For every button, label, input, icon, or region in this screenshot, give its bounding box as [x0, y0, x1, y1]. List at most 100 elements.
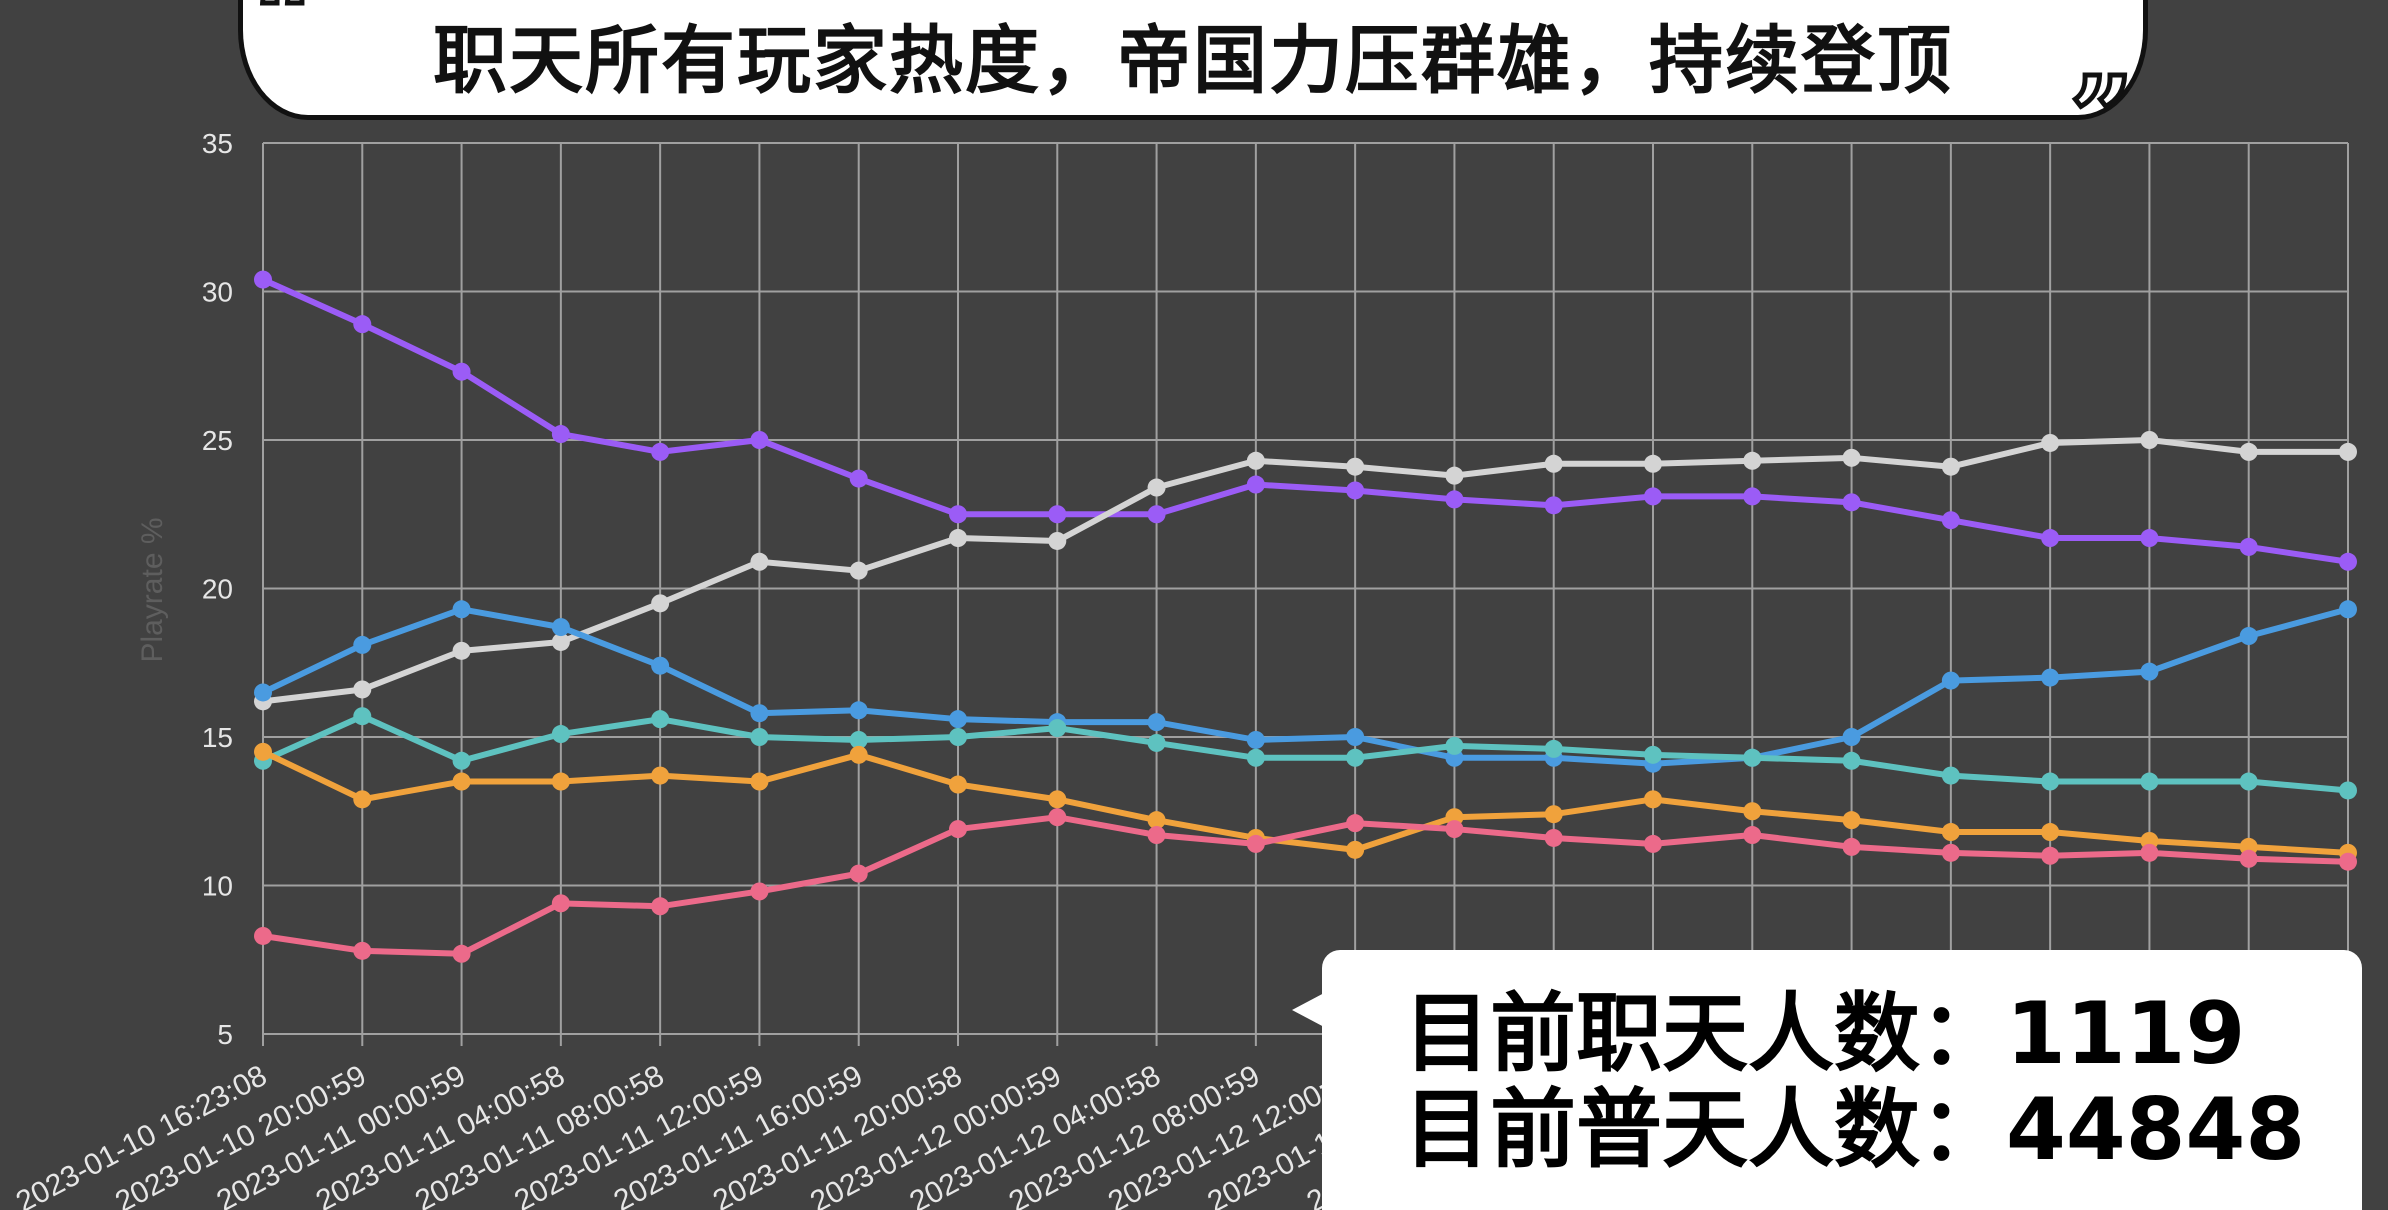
y-tick-label: 30	[202, 277, 233, 308]
series-1-point	[2140, 529, 2159, 548]
series-2-point	[2041, 433, 2060, 452]
series-6-point	[254, 926, 272, 945]
series-4-point	[452, 751, 471, 770]
series-1-point	[452, 362, 471, 381]
info-box-pointer	[1292, 992, 1326, 1028]
series-6-point	[949, 820, 967, 839]
series-1-point	[750, 431, 769, 449]
series-1-point	[849, 469, 868, 488]
series-3-point	[750, 704, 769, 723]
series-5-point	[949, 775, 967, 794]
title-bubble: 职天所有玩家热度，帝国力压群雄，持续登顶	[238, 0, 2148, 120]
series-4-point	[849, 730, 868, 749]
series-4-point	[750, 728, 769, 746]
series-5-point	[1842, 811, 1861, 830]
series-1-point	[1147, 505, 1166, 524]
series-6-point	[2041, 846, 2060, 865]
series-2-point	[452, 641, 471, 660]
series-6-point	[750, 882, 769, 901]
series-2-point	[1743, 451, 1762, 470]
series-6-point	[1445, 820, 1464, 839]
quote-close-mark: ”	[2067, 52, 2135, 181]
series-4-point	[651, 710, 670, 729]
series-1-point	[254, 270, 272, 289]
series-1-point	[2339, 552, 2357, 571]
series-3-point	[849, 701, 868, 720]
series-5-point	[651, 766, 670, 785]
series-3-point	[2140, 662, 2159, 681]
series-5-point	[1644, 790, 1662, 809]
series-4-point	[353, 707, 372, 726]
series-3-point	[1346, 728, 1365, 746]
current-normal-players: 目前普天人数：44848	[1404, 1080, 2306, 1180]
series-2-point	[1941, 457, 1960, 476]
series-3-point	[1246, 730, 1265, 749]
series-6-point	[353, 941, 372, 960]
series-1-point	[1644, 487, 1662, 506]
series-3-point	[1941, 671, 1960, 690]
series-4-point	[2339, 781, 2357, 800]
series-5-point	[2041, 823, 2060, 842]
series-4-point	[949, 728, 967, 746]
series-1-point	[2041, 529, 2060, 548]
series-2-point	[1147, 478, 1166, 497]
series-5-point	[750, 772, 769, 791]
series-5-point	[254, 742, 272, 761]
series-3-point	[353, 635, 372, 654]
y-tick-label: 10	[202, 871, 233, 902]
series-line-1	[260, 276, 2351, 565]
series-6-point	[1941, 843, 1960, 862]
series-5-point	[1544, 805, 1563, 824]
series-1-point	[1941, 511, 1960, 530]
series-2-point	[2339, 442, 2357, 461]
series-line-6	[260, 814, 2351, 957]
series-3-point	[452, 600, 471, 619]
y-tick-label: 25	[202, 425, 233, 456]
series-4-point	[1644, 745, 1662, 764]
y-tick-label: 15	[202, 722, 233, 753]
series-6-point	[849, 864, 868, 883]
series-1-point	[1842, 493, 1861, 512]
series-4-point	[1842, 751, 1861, 770]
series-2-point	[651, 594, 670, 613]
series-6-point	[1147, 826, 1166, 845]
chart-series	[254, 270, 2357, 963]
series-6-point	[452, 944, 471, 963]
series-6-point	[1246, 834, 1265, 853]
series-6-point	[1644, 834, 1662, 853]
series-3-point	[2041, 668, 2060, 687]
series-2-point	[750, 552, 769, 571]
series-1-point	[1445, 490, 1464, 509]
series-2-point	[551, 632, 570, 651]
series-1-point	[1743, 487, 1762, 506]
series-3-point	[2339, 600, 2357, 619]
series-1-point	[1544, 496, 1563, 515]
series-2-point	[1644, 454, 1662, 473]
series-1-point	[1246, 475, 1265, 494]
series-3-point	[551, 618, 570, 637]
series-5-point	[1743, 802, 1762, 821]
series-2-point	[1246, 451, 1265, 470]
series-4-point	[2239, 772, 2258, 791]
series-3-point	[949, 710, 967, 729]
series-2-point	[353, 680, 372, 699]
series-4-point	[1246, 748, 1265, 767]
series-1-point	[551, 425, 570, 444]
series-2-point	[1346, 457, 1365, 476]
series-6-point	[551, 894, 570, 913]
series-4-point	[1147, 733, 1166, 752]
series-3-point	[2239, 627, 2258, 646]
series-5-point	[353, 790, 372, 809]
series-6-point	[1842, 837, 1861, 856]
series-line-4	[260, 713, 2351, 794]
series-4-point	[2041, 772, 2060, 791]
series-5-point	[452, 772, 471, 791]
series-5-point	[849, 745, 868, 764]
series-2-point	[2239, 442, 2258, 461]
current-pro-players: 目前职天人数：1119	[1404, 984, 2246, 1084]
series-2-point	[1445, 466, 1464, 485]
series-4-point	[2140, 772, 2159, 791]
series-3-point	[1842, 728, 1861, 746]
series-1-point	[2239, 537, 2258, 556]
series-2-point	[1842, 448, 1861, 467]
